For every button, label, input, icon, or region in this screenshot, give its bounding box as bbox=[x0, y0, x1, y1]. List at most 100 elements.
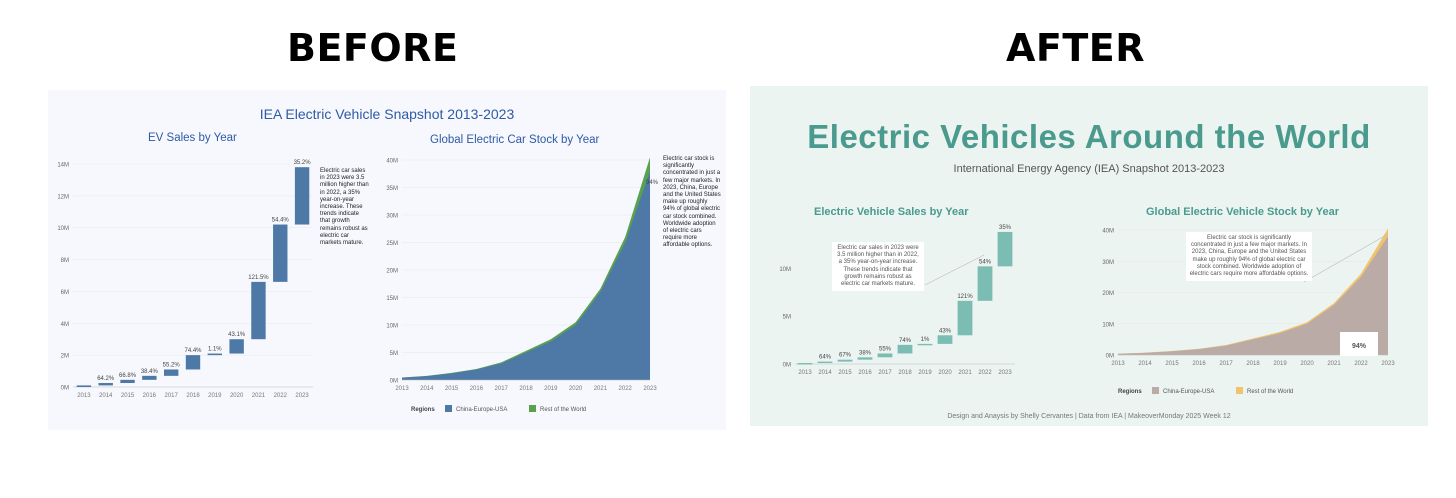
bar bbox=[294, 167, 310, 225]
x-tick-label: 2018 bbox=[519, 386, 533, 392]
bar-data-label: 121.5% bbox=[248, 275, 269, 281]
x-tick-label: 2018 bbox=[898, 370, 912, 376]
x-tick-label: 2023 bbox=[643, 386, 657, 392]
x-tick-label: 2013 bbox=[798, 370, 812, 376]
y-tick-label: 5M bbox=[783, 315, 791, 321]
bar bbox=[142, 375, 157, 380]
bar-data-label: 64% bbox=[819, 355, 832, 361]
x-tick-label: 2019 bbox=[208, 393, 222, 399]
x-tick-label: 2022 bbox=[1354, 361, 1368, 367]
x-tick-label: 2023 bbox=[998, 370, 1012, 376]
x-tick-label: 2015 bbox=[1165, 361, 1179, 367]
after-stock-title: Global Electric Vehicle Stock by Year bbox=[1146, 206, 1340, 218]
y-tick-label: 30M bbox=[386, 214, 398, 220]
x-tick-label: 2020 bbox=[1300, 361, 1314, 367]
after-dashboard-title: Electric Vehicles Around the World bbox=[807, 118, 1371, 155]
bar-data-label: 67% bbox=[839, 353, 852, 359]
x-tick-label: 2022 bbox=[274, 393, 288, 399]
bar bbox=[98, 383, 113, 386]
x-tick-label: 2015 bbox=[445, 386, 459, 392]
bar bbox=[207, 353, 223, 356]
bar-data-label: 74.4% bbox=[184, 348, 202, 354]
x-tick-label: 2023 bbox=[1381, 361, 1395, 367]
x-tick-label: 2023 bbox=[295, 393, 309, 399]
x-tick-label: 2017 bbox=[1219, 361, 1233, 367]
bar bbox=[273, 224, 288, 282]
y-tick-label: 40M bbox=[386, 159, 398, 165]
x-tick-label: 2013 bbox=[395, 386, 409, 392]
x-tick-label: 2022 bbox=[978, 370, 992, 376]
bar bbox=[857, 357, 873, 360]
legend-swatch bbox=[1152, 387, 1159, 394]
y-tick-label: 10M bbox=[1102, 322, 1114, 328]
after-stock-annotation: Electric car stock is significantly conc… bbox=[1186, 232, 1312, 282]
x-tick-label: 2016 bbox=[1192, 361, 1206, 367]
stock-share-label: 94% bbox=[646, 180, 659, 186]
legend-label: China-Europe-USA bbox=[456, 407, 507, 413]
x-tick-label: 2020 bbox=[938, 370, 952, 376]
after-stock-chart: 0M 10M 20M 30M 40M 2013 2014 2015 2016 2017 2018 20… bbox=[1102, 228, 1395, 395]
x-tick-label: 2019 bbox=[544, 386, 558, 392]
x-tick-label: 2021 bbox=[958, 370, 972, 376]
after-heading: AFTER bbox=[1006, 26, 1146, 70]
y-tick-label: 5M bbox=[390, 351, 398, 357]
before-dashboard-title: IEA Electric Vehicle Snapshot 2013-2023 bbox=[259, 106, 515, 122]
x-tick-label: 2022 bbox=[619, 386, 633, 392]
y-tick-label: 4M bbox=[61, 322, 69, 328]
y-tick-label: 0M bbox=[61, 386, 69, 392]
bar-data-label: 38.4% bbox=[141, 369, 159, 375]
bar bbox=[185, 355, 201, 370]
bar-data-label: 55% bbox=[879, 346, 892, 352]
x-tick-label: 2016 bbox=[143, 393, 157, 399]
x-tick-label: 2018 bbox=[186, 393, 200, 399]
bar bbox=[797, 363, 813, 365]
bar bbox=[120, 379, 135, 384]
x-tick-label: 2013 bbox=[77, 393, 91, 399]
area-china-europe-usa bbox=[402, 171, 650, 380]
bar bbox=[817, 361, 833, 364]
after-dashboard-subtitle: International Energy Agency (IEA) Snapsh… bbox=[953, 163, 1225, 175]
y-tick-label: 35M bbox=[386, 186, 398, 192]
bar bbox=[957, 300, 973, 336]
x-tick-label: 2021 bbox=[594, 386, 608, 392]
y-tick-label: 0M bbox=[1106, 354, 1114, 360]
bar-data-label: 64.2% bbox=[97, 376, 115, 382]
legend-label: Rest of the World bbox=[1247, 389, 1293, 395]
annotation-leader-line bbox=[924, 254, 985, 286]
x-tick-label: 2021 bbox=[252, 393, 266, 399]
after-sales-annotation: Electric car sales in 2023 were 3.5 mill… bbox=[832, 242, 924, 292]
x-tick-label: 2017 bbox=[165, 393, 179, 399]
x-tick-label: 2017 bbox=[495, 386, 509, 392]
bar-data-label: 121% bbox=[957, 294, 973, 300]
y-tick-label: 10M bbox=[779, 267, 791, 273]
before-heading: BEFORE bbox=[287, 26, 459, 70]
x-tick-label: 2021 bbox=[1327, 361, 1341, 367]
before-dashboard: IEA Electric Vehicle Snapshot 2013-2023 … bbox=[48, 90, 726, 430]
stock-share-box bbox=[1340, 332, 1378, 356]
before-stock-chart: 0M 5M 10M 15M 20M 25M 30M 35M 40M 2013 2014 2015 201… bbox=[386, 157, 659, 413]
bar bbox=[76, 385, 92, 387]
y-tick-label: 0M bbox=[390, 379, 398, 385]
bar-data-label: 43% bbox=[939, 328, 952, 334]
bar-data-label: 55.2% bbox=[163, 362, 181, 368]
y-tick-label: 40M bbox=[1102, 229, 1114, 235]
bar bbox=[229, 339, 244, 354]
bar bbox=[977, 266, 993, 301]
bar bbox=[251, 281, 266, 340]
bar-data-label: 66.8% bbox=[119, 373, 137, 379]
after-footer: Design and Anaysis by Shelly Cervantes |… bbox=[947, 413, 1231, 420]
bar-data-label: 38% bbox=[859, 350, 872, 356]
y-tick-label: 20M bbox=[1102, 291, 1114, 297]
legend-swatch bbox=[529, 405, 536, 412]
bar-data-label: 43.1% bbox=[228, 332, 246, 338]
bar-data-label: 54% bbox=[979, 259, 992, 265]
legend-swatch bbox=[445, 405, 452, 412]
before-sales-title: EV Sales by Year bbox=[148, 132, 237, 144]
after-sales-chart: 0M 5M 10M 2013 64% 2014 67% 2015 38% 2016 55% 2017 7… bbox=[779, 225, 1015, 376]
before-stock-title: Global Electric Car Stock by Year bbox=[430, 134, 600, 146]
annotation-leader-line bbox=[1303, 233, 1389, 283]
bar-data-label: 35.2% bbox=[294, 160, 312, 166]
x-tick-label: 2018 bbox=[1246, 361, 1260, 367]
bar-data-label: 54.4% bbox=[272, 218, 290, 224]
x-tick-label: 2019 bbox=[1273, 361, 1287, 367]
